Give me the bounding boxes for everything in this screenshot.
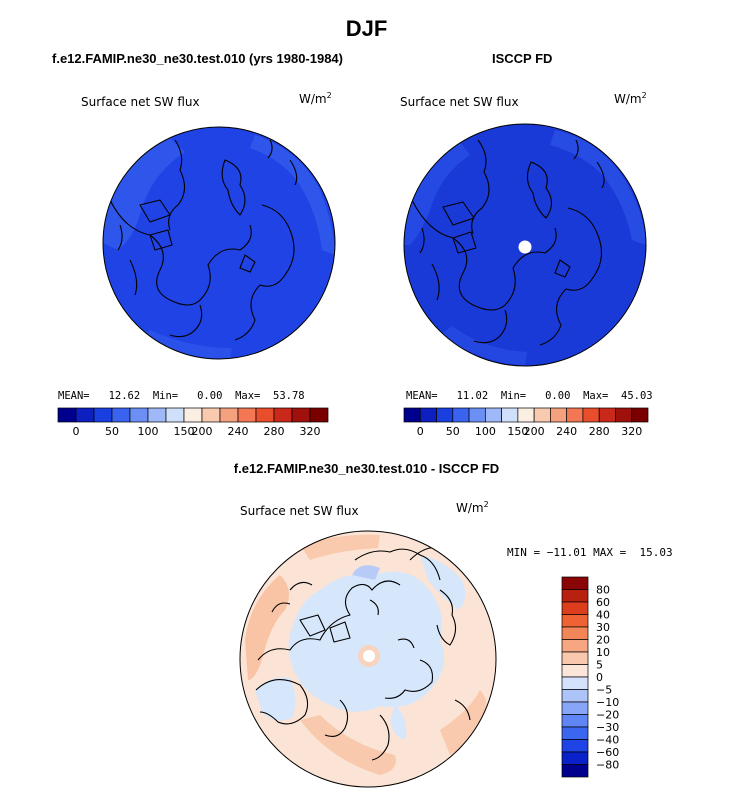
panel-3-colorbar-tick-label: 0	[596, 671, 603, 684]
panel-3-colorbar-tick-label: −5	[596, 684, 612, 697]
panel-3-colorbar-swatch	[561, 751, 589, 765]
panel-3-colorbar-tick-label: −80	[596, 759, 619, 772]
panel-3-colorbar-swatch	[561, 651, 589, 665]
panel-2-title: ISCCP FD	[492, 51, 553, 66]
panel-1-colorbar-tick-label: 150	[174, 425, 195, 438]
panel-1-flux-field	[103, 127, 335, 359]
panel-3-colorbar-swatch	[561, 639, 589, 653]
panel-1-colorbar-swatch	[309, 407, 329, 423]
panel-3-colorbar-tick-label: 5	[596, 659, 603, 672]
panel-2-colorbar-tick-label: 320	[621, 425, 642, 438]
panel-3-colorbar-tick-label: 10	[596, 646, 610, 659]
panel-3-colorbar-swatch	[561, 689, 589, 703]
panel-3-colorbar-swatch	[561, 601, 589, 615]
panel-3-colorbar-tick-label: −10	[596, 696, 619, 709]
panel-3-variable-label: Surface net SW flux	[240, 504, 359, 518]
panel-3-colorbar-swatch	[561, 764, 589, 778]
panel-3-units: W/m2	[456, 500, 489, 515]
panel-3-colorbar-tick-label: 80	[596, 584, 610, 597]
panel-2-colorbar-tick-label: 200	[524, 425, 545, 438]
panel-1-colorbar-tick-label: 240	[228, 425, 249, 438]
panel-2-variable-label: Surface net SW flux	[400, 95, 519, 109]
panel-3-colorbar-swatch	[561, 726, 589, 740]
panel-3-colorbar-swatch	[561, 576, 589, 590]
panel-2-stats: MEAN= 11.02 Min= 0.00 Max= 45.03	[406, 390, 653, 402]
panel-1-colorbar-tick-label: 200	[192, 425, 213, 438]
panel-3-minmax: MIN = −11.01 MAX = 15.03	[507, 546, 673, 559]
panel-2-colorbar-tick-label: 0	[417, 425, 424, 438]
panel-3-colorbar-swatch	[561, 664, 589, 678]
panel-1-title: f.e12.FAMIP.ne30_ne30.test.010 (yrs 1980…	[52, 51, 343, 66]
panel-3-colorbar-tick-label: 60	[596, 596, 610, 609]
panel-1-variable-label: Surface net SW flux	[81, 95, 200, 109]
panel-1-colorbar-tick-label: 320	[300, 425, 321, 438]
panel-1-colorbar-tick-label: 100	[138, 425, 159, 438]
panel-2-colorbar-tick-label: 150	[507, 425, 528, 438]
panel-2-missing-data-pole	[518, 240, 532, 254]
panel-3-colorbar-tick-label: −40	[596, 734, 619, 747]
panel-3-colorbar-swatch	[561, 701, 589, 715]
panel-3-colorbar-tick-label: 30	[596, 621, 610, 634]
panel-3-colorbar-tick-label: 20	[596, 634, 610, 647]
panel-1-stats: MEAN= 12.62 Min= 0.00 Max= 53.78	[58, 390, 305, 402]
panel-3-colorbar-swatch	[561, 614, 589, 628]
figure-title: DJF	[345, 16, 388, 41]
panel-3-colorbar-swatch	[561, 626, 589, 640]
panel-1-colorbar-tick-label: 280	[264, 425, 285, 438]
panel-3-colorbar-tick-label: 40	[596, 609, 610, 622]
panel-2-colorbar-tick-label: 100	[475, 425, 496, 438]
panel-3-colorbar-tick-label: −60	[596, 746, 619, 759]
panel-3-colorbar-swatch	[561, 714, 589, 728]
panel-3-colorbar-swatch	[561, 739, 589, 753]
panel-1-colorbar-tick-label: 0	[73, 425, 80, 438]
panel-2-colorbar-tick-label: 240	[556, 425, 577, 438]
panel-2-colorbar-tick-label: 280	[589, 425, 610, 438]
panel-2-colorbar-swatch	[631, 407, 649, 423]
panel-2-colorbar-tick-label: 50	[446, 425, 460, 438]
panel-3-colorbar-swatch	[561, 676, 589, 690]
panel-3-colorbar-tick-label: −20	[596, 709, 619, 722]
panel-3-colorbar-tick-label: −30	[596, 721, 619, 734]
panel-1-units: W/m2	[299, 91, 332, 106]
panel-1-colorbar-tick-label: 50	[105, 425, 119, 438]
panel-3-colorbar-swatch	[561, 589, 589, 603]
panel-3-title: f.e12.FAMIP.ne30_ne30.test.010 - ISCCP F…	[233, 461, 500, 476]
panel-2-units: W/m2	[614, 91, 647, 106]
panel-3-missing-data-pole	[363, 650, 375, 662]
